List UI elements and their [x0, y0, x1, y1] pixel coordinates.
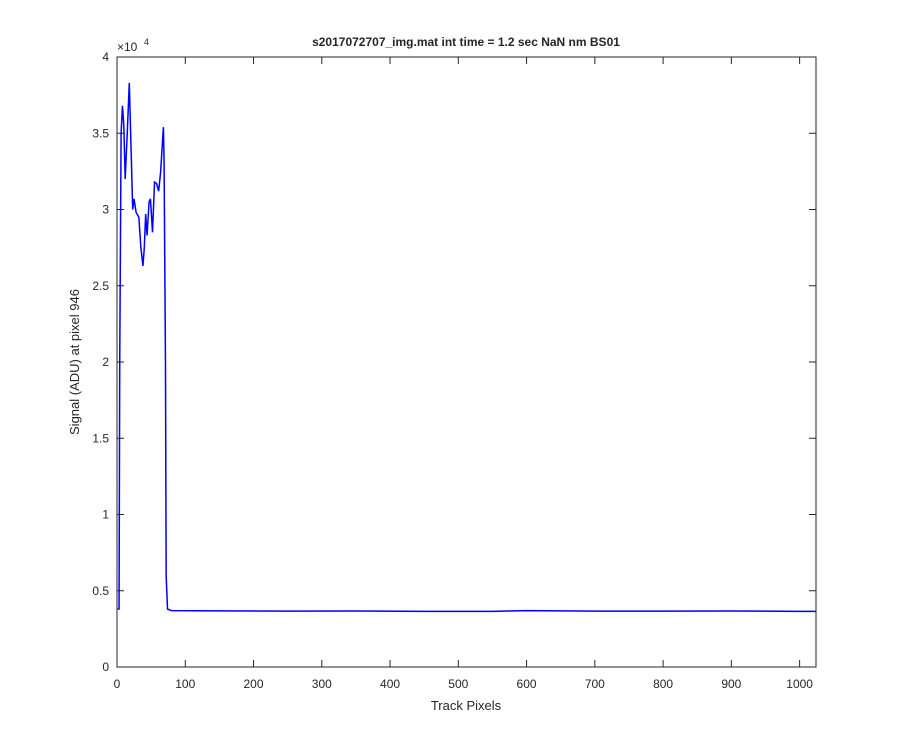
y-tick-label: 0.5: [92, 584, 109, 598]
x-tick-label: 900: [721, 677, 741, 691]
x-tick-label: 100: [175, 677, 195, 691]
y-tick-label: 2.5: [92, 279, 109, 293]
x-tick-label: 1000: [786, 677, 813, 691]
x-tick-label: 0: [114, 677, 121, 691]
chart-title: s2017072707_img.mat int time = 1.2 sec N…: [312, 35, 620, 49]
y-tick-label: 2: [102, 355, 109, 369]
y-tick-label: 0: [102, 660, 109, 674]
x-tick-label: 300: [312, 677, 332, 691]
x-tick-label: 200: [244, 677, 264, 691]
y-tick-label: 4: [102, 50, 109, 64]
x-axis-label: Track Pixels: [431, 698, 502, 713]
y-tick-label: 3.5: [92, 126, 109, 140]
x-tick-label: 400: [380, 677, 400, 691]
y-exponent-base: ×10: [117, 40, 138, 54]
x-tick-label: 600: [517, 677, 537, 691]
y-exponent-power: 4: [144, 37, 149, 47]
y-axis-label: Signal (ADU) at pixel 946: [67, 289, 82, 435]
y-tick-label: 3: [102, 203, 109, 217]
x-tick-label: 500: [448, 677, 468, 691]
y-tick-label: 1.5: [92, 431, 109, 445]
x-tick-label: 800: [653, 677, 673, 691]
data-line: [117, 82, 816, 613]
x-tick-label: 700: [585, 677, 605, 691]
y-tick-label: 1: [102, 508, 109, 522]
